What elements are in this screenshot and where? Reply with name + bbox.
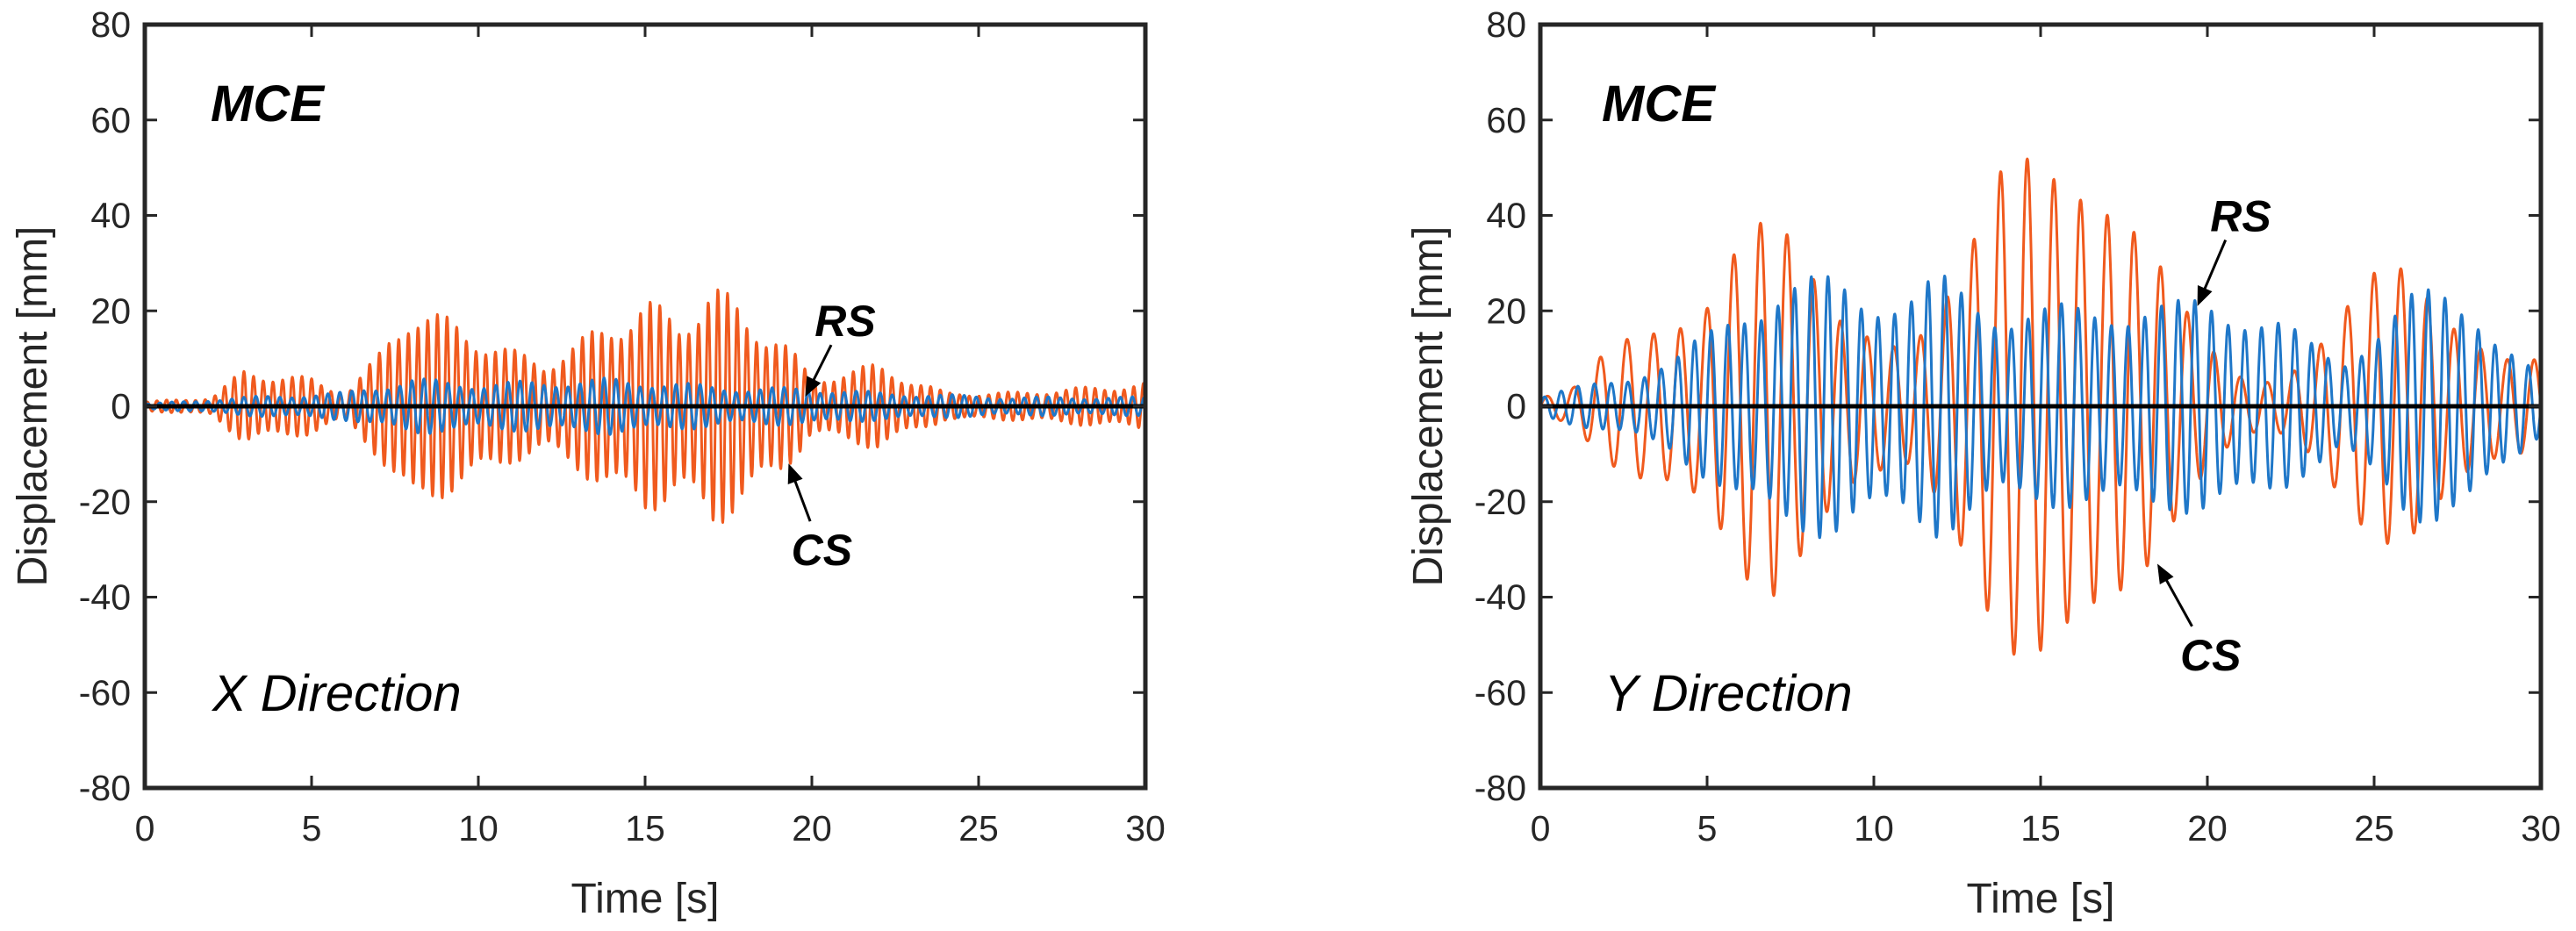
y-tick-label: -40	[1475, 577, 1526, 618]
load-case-title: MCE	[1602, 75, 1717, 132]
annotation-arrow-shaft	[809, 344, 833, 387]
annotations-x: RS CS	[787, 297, 876, 575]
x-tick-label: 5	[1697, 808, 1718, 849]
y-tick-label: -60	[1475, 672, 1526, 713]
x-tick-label: 20	[2187, 808, 2228, 849]
x-tick-label: 25	[2354, 808, 2394, 849]
x-tick-label: 0	[1531, 808, 1551, 849]
series-cs-line	[145, 288, 1145, 524]
y-tick-label: 20	[1486, 290, 1526, 331]
y-axis-label: Displacement [mm]	[1405, 226, 1452, 587]
y-tick-label: 80	[1486, 4, 1526, 45]
x-tick-label: 10	[1854, 808, 1894, 849]
series-rs-line	[145, 376, 1145, 436]
y-tick-label: 0	[1506, 386, 1526, 426]
y-tick-label: -60	[79, 672, 131, 713]
y-tick-label: -80	[1475, 768, 1526, 808]
y-tick-label: 40	[90, 196, 131, 236]
panel-y-direction: 0 5 10 15 20 25 30 80 60 40 20 0 -20 -40 -60 -80 Time […	[1405, 4, 2561, 922]
annotation-arrow-head	[805, 376, 822, 397]
x-tick-label: 30	[2521, 808, 2561, 849]
annotation-arrow-head	[787, 463, 803, 485]
y-tick-label: 80	[90, 4, 131, 45]
x-tick-label: 15	[625, 808, 665, 849]
x-tick-label: 0	[135, 808, 155, 849]
x-tick-label: 30	[1125, 808, 1166, 849]
load-case-title: MCE	[211, 75, 326, 132]
y-axis-label: Displacement [mm]	[10, 226, 56, 587]
tick-labels-x: 0 5 10 15 20 25 30 80 60 40 20 0 -20 -40 -60 -80	[79, 4, 1166, 849]
x-tick-label: 10	[458, 808, 499, 849]
series-cs-line	[1540, 157, 2541, 656]
x-tick-label: 20	[792, 808, 832, 849]
y-tick-label: 40	[1486, 196, 1526, 236]
y-tick-label: -20	[1475, 482, 1526, 522]
annotations-y: RS CS	[2157, 192, 2271, 680]
annotation-arrow-shaft	[791, 474, 812, 522]
tick-marks-y	[1539, 23, 2543, 790]
x-axis-label: Time [s]	[571, 876, 720, 922]
y-tick-label: -80	[79, 768, 131, 808]
annotation-cs: CS	[2180, 631, 2241, 680]
direction-label: Y Direction	[1604, 665, 1853, 722]
y-tick-label: 60	[90, 100, 131, 140]
y-tick-label: -20	[79, 482, 131, 522]
x-tick-label: 25	[958, 808, 999, 849]
y-tick-label: -40	[79, 577, 131, 618]
annotation-arrow-shaft	[2162, 573, 2193, 627]
y-tick-label: 60	[1486, 100, 1526, 140]
annotation-rs: RS	[814, 297, 875, 346]
plot-area-x	[145, 288, 1145, 524]
y-tick-label: 0	[111, 386, 131, 426]
direction-label: X Direction	[211, 665, 462, 722]
annotation-rs: RS	[2210, 192, 2271, 241]
annotation-arrow-head	[2197, 285, 2213, 306]
tick-labels-y: 0 5 10 15 20 25 30 80 60 40 20 0 -20 -40 -60 -80	[1475, 4, 2561, 849]
annotation-cs: CS	[792, 526, 852, 575]
panel-x-direction: 0 5 10 15 20 25 30 80 60 40 20 0 -20 -40 -60 -80 Time […	[10, 4, 1166, 922]
tick-marks-x	[143, 23, 1147, 790]
y-tick-label: 20	[90, 290, 131, 331]
annotation-arrow-head	[2157, 563, 2174, 585]
plot-area-y	[1540, 157, 2541, 656]
annotation-arrow-shaft	[2200, 239, 2228, 296]
x-tick-label: 5	[302, 808, 322, 849]
x-tick-label: 15	[2020, 808, 2061, 849]
x-axis-label: Time [s]	[1967, 876, 2115, 922]
